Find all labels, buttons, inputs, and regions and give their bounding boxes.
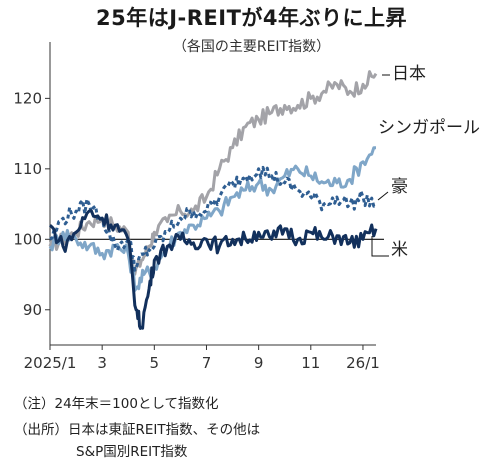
series-label-leader (377, 191, 389, 201)
series-label: シンガポール (378, 118, 480, 138)
chart-subtitle: （各国の主要REIT指数） (172, 39, 331, 55)
y-tick-label: 110 (13, 160, 42, 178)
series-label: 日本 (392, 64, 426, 84)
x-tick-label: 7 (202, 354, 212, 372)
series-line-1 (48, 146, 376, 292)
series-layer (48, 70, 378, 330)
footnote-definition: （注）24年末＝100として指数化 (14, 396, 219, 412)
chart-title: 25年はJ-REITが4年ぶりに上昇 (95, 6, 408, 30)
series-label: 豪 (391, 176, 408, 197)
footnote-source-continued: S&P国別REIT指数 (76, 444, 188, 460)
y-tick-label: 100 (13, 230, 42, 248)
x-tick-label: 5 (150, 354, 160, 372)
series-label-leader (371, 236, 389, 257)
x-tick-label: 2025/1 (24, 354, 77, 372)
x-tick-label: 11 (301, 354, 320, 372)
series-line-2 (49, 165, 378, 272)
y-tick-label: 120 (13, 89, 42, 107)
series-line-3 (48, 209, 378, 330)
series-label: 米 (391, 240, 408, 260)
x-tick-label: 9 (254, 354, 264, 372)
x-tick-label: 3 (97, 354, 107, 372)
y-tick-label: 90 (23, 301, 42, 319)
footnote-source: （出所）日本は東証REIT指数、その他は (14, 422, 261, 438)
x-tick-label: 26/1 (346, 354, 380, 372)
